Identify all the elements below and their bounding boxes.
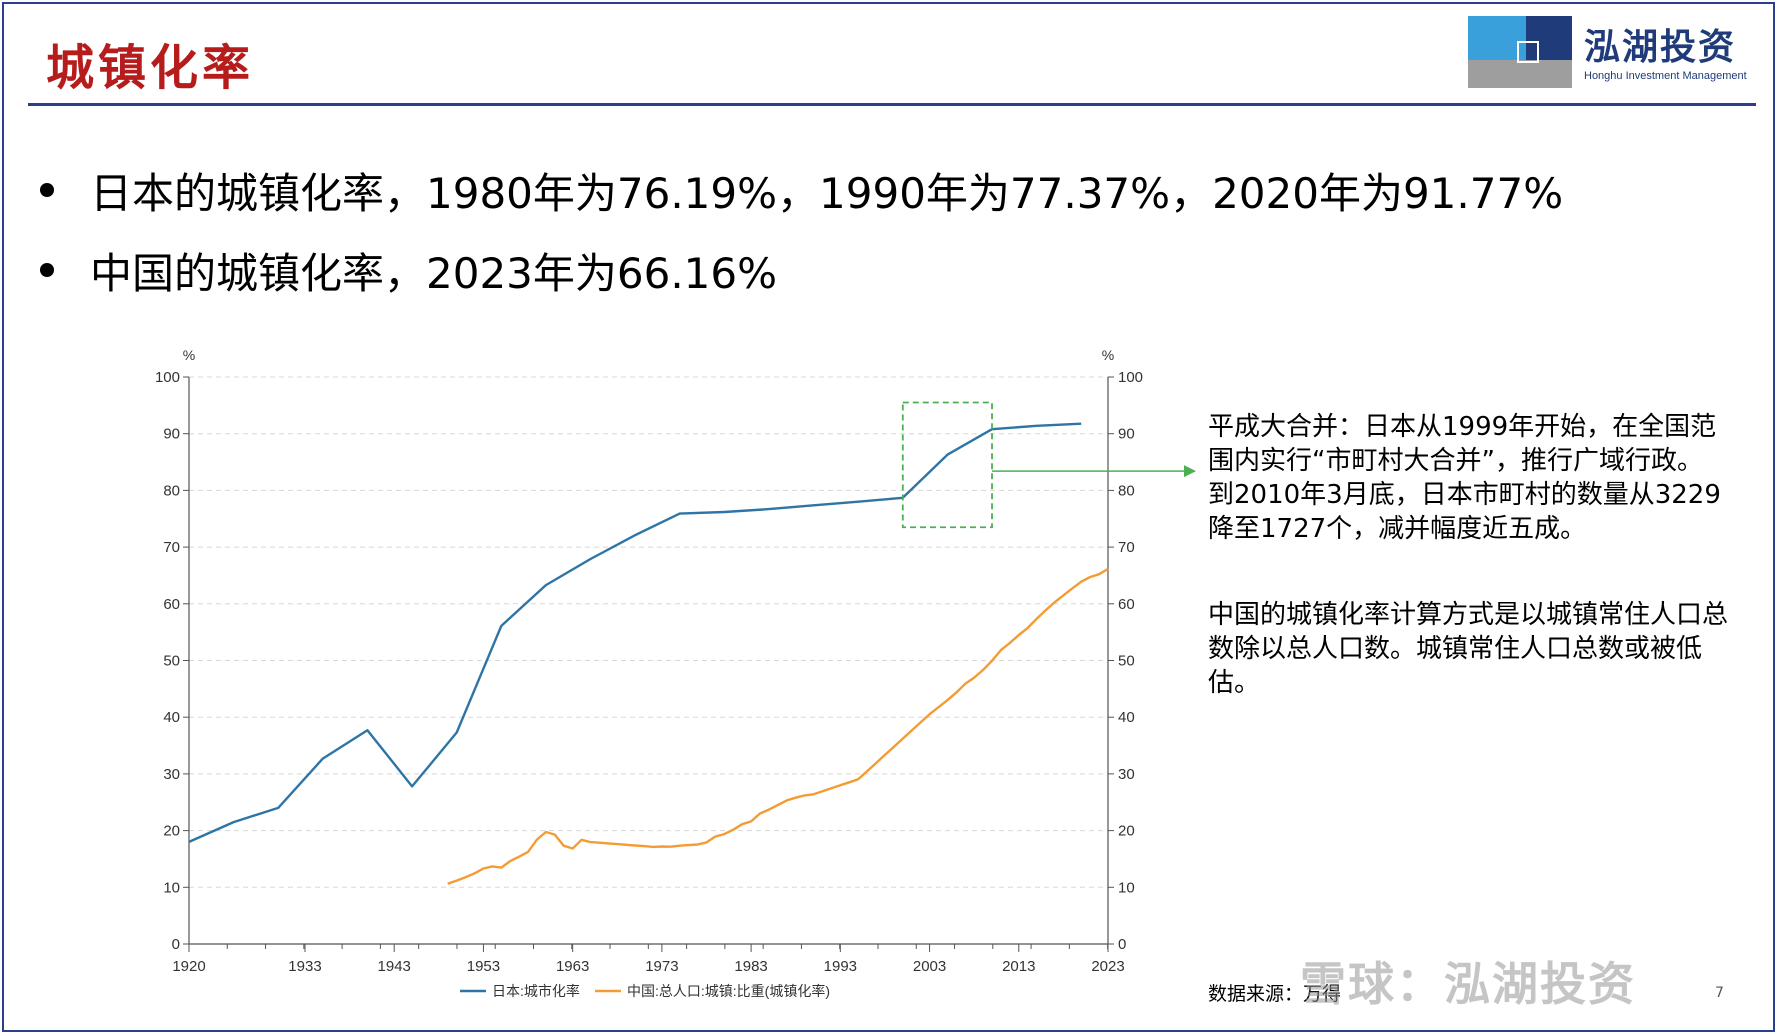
x-tick-label: 2013 bbox=[1002, 958, 1035, 975]
y-tick-label-left: 50 bbox=[163, 653, 180, 670]
y-tick-label-left: 90 bbox=[163, 426, 180, 443]
note-china-method: 中国的城镇化率计算方式是以城镇常住人口总数除以总人口数。城镇常住人口总数或被低估… bbox=[1208, 600, 1729, 698]
legend-label: 日本:城市化率 bbox=[492, 983, 580, 999]
y-tick-label-right: 10 bbox=[1118, 879, 1135, 896]
y-tick-label-left: 80 bbox=[163, 482, 180, 499]
logo-block-grey bbox=[1468, 60, 1572, 88]
slide-title: 城镇化率 bbox=[46, 40, 255, 96]
x-tick-label: 1963 bbox=[556, 958, 589, 975]
title-divider bbox=[28, 103, 1756, 106]
y-unit-right: % bbox=[1102, 347, 1114, 363]
y-tick-label-right: 20 bbox=[1118, 823, 1135, 840]
legend-label: 中国:总人口:城镇:比重(城镇化率) bbox=[627, 983, 830, 999]
y-tick-label-left: 40 bbox=[163, 709, 180, 726]
watermark: 雪球：泓湖投资 bbox=[1300, 957, 1636, 1011]
y-tick-label-left: 10 bbox=[163, 879, 180, 896]
y-tick-label-right: 60 bbox=[1118, 596, 1135, 613]
bullet-china: 中国的城镇化率，2023年为66.16% bbox=[40, 230, 1563, 310]
logo-block-blue bbox=[1468, 16, 1526, 60]
y-tick-label-left: 20 bbox=[163, 823, 180, 840]
company-logo bbox=[1468, 16, 1572, 88]
bullet-list: 日本的城镇化率，1980年为76.19%，1990年为77.37%，2020年为… bbox=[40, 150, 1563, 310]
y-tick-label-right: 30 bbox=[1118, 766, 1135, 783]
page-number: 7 bbox=[1715, 985, 1724, 1001]
y-unit-left: % bbox=[183, 347, 195, 363]
x-tick-label: 2023 bbox=[1091, 958, 1124, 975]
y-tick-label-right: 80 bbox=[1118, 482, 1135, 499]
chart-axes: 0 0 10 10 20 20 30 30 40 40 50 50 60 60 70 70 80 80 90 90 10… bbox=[155, 347, 1143, 975]
bullet-japan: 日本的城镇化率，1980年为76.19%，1990年为77.37%，2020年为… bbox=[40, 150, 1563, 230]
chart-legend: 日本:城市化率 中国:总人口:城镇:比重(城镇化率) bbox=[460, 983, 830, 999]
y-tick-label-left: 30 bbox=[163, 766, 180, 783]
logo-square bbox=[1517, 41, 1539, 63]
x-tick-label: 1943 bbox=[378, 958, 411, 975]
y-tick-label-right: 90 bbox=[1118, 426, 1135, 443]
bullet-dot bbox=[40, 183, 54, 197]
y-tick-label-right: 70 bbox=[1118, 539, 1135, 556]
y-tick-label-left: 60 bbox=[163, 596, 180, 613]
y-tick-label-right: 40 bbox=[1118, 709, 1135, 726]
logo-subtitle: Honghu Investment Management bbox=[1584, 70, 1747, 82]
y-tick-label-left: 100 bbox=[155, 369, 180, 386]
x-tick-label: 1973 bbox=[645, 958, 678, 975]
y-tick-label-right: 0 bbox=[1118, 936, 1126, 953]
bullet-dot bbox=[40, 263, 54, 277]
callout-arrow-head bbox=[1184, 465, 1196, 478]
chart-series bbox=[188, 422, 1109, 885]
x-tick-label: 1983 bbox=[734, 958, 767, 975]
y-tick-label-left: 70 bbox=[163, 539, 180, 556]
series-line-japan bbox=[188, 422, 1082, 843]
note-heisei-merger: 平成大合并：日本从1999年开始，在全国范围内实行“市町村大合并”，推行广域行政… bbox=[1208, 412, 1721, 544]
series-line-china bbox=[447, 567, 1109, 885]
logo-text: 泓湖投资 bbox=[1584, 27, 1737, 68]
data-source: 数据来源：万得 bbox=[1208, 983, 1342, 1005]
bullet-text-china: 中国的城镇化率，2023年为66.16% bbox=[90, 248, 778, 298]
chart-grid bbox=[189, 376, 1108, 888]
bullet-text-japan: 日本的城镇化率，1980年为76.19%，1990年为77.37%，2020年为… bbox=[90, 168, 1564, 218]
x-tick-label: 1953 bbox=[467, 958, 500, 975]
x-tick-label: 2003 bbox=[913, 958, 946, 975]
notes-panel: 平成大合并：日本从1999年开始，在全国范围内实行“市町村大合并”，推行广域行政… bbox=[1208, 410, 1728, 752]
x-tick-label: 1993 bbox=[824, 958, 857, 975]
y-tick-label-right: 50 bbox=[1118, 653, 1135, 670]
x-tick-label: 1920 bbox=[172, 958, 205, 975]
highlight-box bbox=[901, 401, 993, 529]
chart-highlight bbox=[901, 401, 1196, 529]
y-tick-label-right: 100 bbox=[1118, 369, 1143, 386]
y-tick-label-left: 0 bbox=[172, 936, 180, 953]
logo-block-navy bbox=[1526, 16, 1572, 60]
x-tick-label: 1933 bbox=[288, 958, 321, 975]
